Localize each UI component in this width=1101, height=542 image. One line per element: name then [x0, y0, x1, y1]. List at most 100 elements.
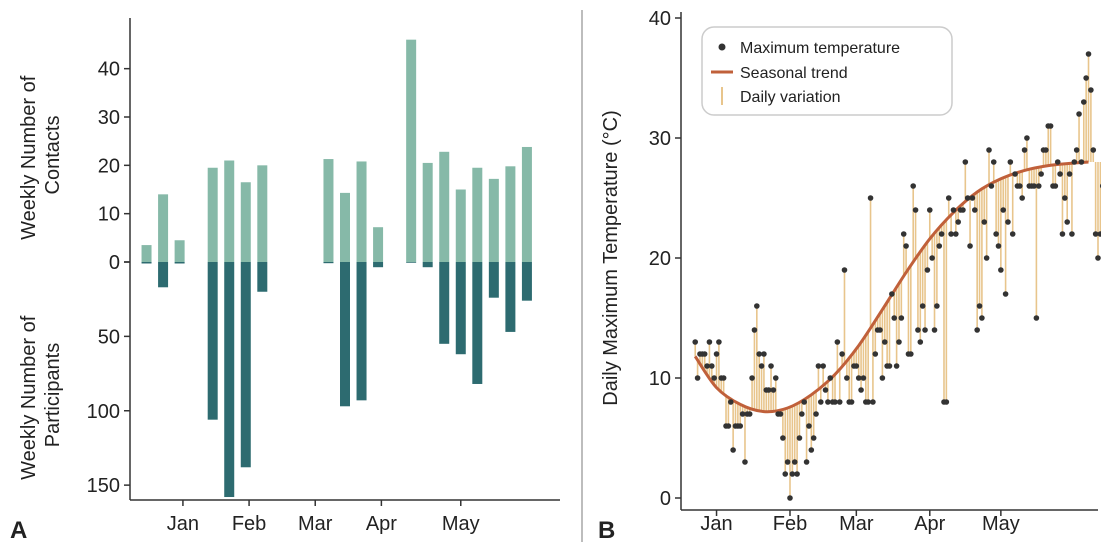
participants-bar	[257, 262, 268, 292]
max-temperature-point	[960, 207, 966, 213]
legend-trend-label: Seasonal trend	[740, 65, 848, 82]
legend-frame	[701, 26, 953, 116]
participants-bar	[505, 262, 516, 332]
max-temperature-point	[692, 339, 699, 345]
max-temperature-point	[704, 363, 710, 369]
max-temperature-point	[981, 219, 988, 225]
max-temperature-point	[910, 183, 916, 189]
panel-a-upper-ylabel-line1: Weekly Number of	[18, 75, 40, 240]
max-temperature-point	[746, 411, 753, 417]
max-temperature-point	[1017, 183, 1023, 189]
max-temperature-point	[758, 363, 765, 369]
legend-points-label: Maximum temperature	[740, 40, 900, 57]
max-temperature-point	[1033, 315, 1040, 321]
contacts-bar	[174, 240, 185, 262]
max-temperature-point	[936, 243, 943, 249]
max-temperature-point	[1076, 111, 1082, 117]
max-temperature-point	[886, 363, 893, 369]
max-temperature-point	[964, 195, 971, 201]
max-temperature-point	[725, 423, 732, 429]
max-temperature-point	[983, 255, 990, 261]
max-temperature-point	[711, 375, 717, 381]
max-temperature-point	[898, 315, 905, 321]
panel-b-y-ticks: 0 10 20 30 40	[649, 8, 681, 510]
participants-bars	[141, 262, 532, 498]
max-temperature-point	[1021, 147, 1028, 153]
max-temperature-point	[943, 399, 950, 405]
y-tick-label: 10	[98, 204, 120, 226]
contacts-bar	[455, 189, 466, 262]
max-temperature-point	[1066, 171, 1073, 177]
max-temperature-point	[974, 327, 980, 333]
max-temperature-point	[784, 459, 791, 465]
contacts-bar	[439, 151, 450, 262]
participants-bar	[406, 262, 417, 263]
participants-bar	[174, 262, 185, 264]
max-temperature-point	[979, 315, 985, 321]
max-temperature-point	[770, 387, 777, 393]
max-temperature-point	[948, 231, 954, 237]
daily-variation-lines	[694, 54, 1101, 498]
seasonal-trend-line	[693, 160, 1089, 414]
max-temperature-point	[945, 195, 952, 201]
panel-a-upper-ylabel: Weekly Number of Contacts	[18, 70, 64, 240]
max-temperature-point	[889, 291, 895, 297]
max-temperature-point	[713, 351, 720, 357]
panel-a-upper-ylabel-line2: Contacts	[42, 116, 64, 195]
y-tick-label: 10	[649, 368, 671, 390]
max-temperature-point	[803, 459, 810, 465]
x-tick-label: Mar	[298, 513, 333, 535]
max-temperature-point	[806, 423, 812, 429]
contacts-bar	[422, 162, 433, 262]
max-temperature-point	[953, 231, 959, 237]
max-temperature-point	[727, 399, 734, 405]
x-tick-label: Apr	[366, 513, 397, 535]
max-temperature-point	[782, 471, 789, 477]
max-temperature-point	[870, 399, 876, 405]
y-tick-label: 150	[87, 475, 120, 497]
max-temperature-point	[839, 351, 845, 357]
max-temperature-point	[934, 303, 940, 309]
participants-bar	[158, 262, 169, 288]
max-temperature-point	[817, 399, 824, 405]
max-temperature-point	[1073, 147, 1080, 153]
max-temperature-points	[692, 51, 1101, 501]
contacts-bar	[158, 194, 169, 262]
max-temperature-point	[706, 339, 713, 345]
max-temperature-point	[730, 447, 736, 453]
max-temperature-point	[822, 387, 829, 393]
y-tick-label: 20	[649, 248, 671, 270]
contacts-bar	[521, 146, 532, 262]
max-temperature-point	[998, 267, 1004, 273]
max-temperature-point	[832, 399, 838, 405]
max-temperature-point	[1090, 147, 1097, 153]
max-temperature-point	[1088, 87, 1094, 93]
max-temperature-point	[990, 159, 997, 165]
max-temperature-point	[709, 363, 715, 369]
x-tick-label: Mar	[839, 513, 874, 535]
y-tick-label: 50	[98, 326, 120, 348]
contacts-bar	[472, 167, 483, 262]
participants-bar	[356, 262, 367, 401]
max-temperature-point	[853, 363, 860, 369]
max-temperature-point	[1095, 255, 1101, 261]
max-temperature-point	[799, 411, 805, 417]
max-temperature-point	[754, 303, 760, 309]
participants-bar	[488, 262, 499, 298]
max-temperature-point	[926, 207, 933, 213]
y-tick-label: 0	[660, 488, 671, 510]
participants-bar	[141, 262, 152, 264]
max-temperature-point	[950, 207, 957, 213]
panel-a-x-ticks: Jan Feb Mar Apr May	[167, 500, 480, 535]
max-temperature-point	[749, 375, 755, 381]
max-temperature-point	[1005, 219, 1011, 225]
max-temperature-point	[855, 375, 862, 381]
max-temperature-point	[834, 339, 841, 345]
max-temperature-point	[751, 327, 758, 333]
max-temperature-point	[813, 411, 819, 417]
max-temperature-point	[912, 207, 919, 213]
max-temperature-point	[924, 267, 931, 273]
contacts-bar	[488, 178, 499, 262]
max-temperature-point	[1080, 99, 1087, 105]
